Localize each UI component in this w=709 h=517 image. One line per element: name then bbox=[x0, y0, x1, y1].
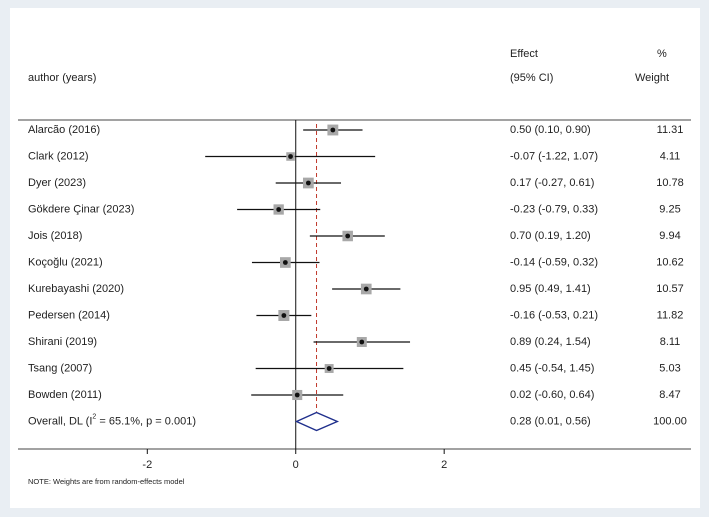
study-weight: 5.03 bbox=[659, 362, 680, 374]
study-label: Alarcão (2016) bbox=[28, 124, 100, 136]
x-tick-label: 2 bbox=[441, 459, 447, 471]
study-point bbox=[330, 127, 336, 133]
study-ci-text: 0.70 (0.19, 1.20) bbox=[510, 230, 591, 242]
study-point bbox=[281, 313, 287, 318]
study-point bbox=[294, 392, 300, 398]
study-ci-text: 0.95 (0.49, 1.41) bbox=[510, 283, 591, 295]
study-ci-text: -0.07 (-1.22, 1.07) bbox=[510, 150, 598, 162]
study-label: Shirani (2019) bbox=[28, 336, 97, 348]
study-ci-text: 0.50 (0.10, 0.90) bbox=[510, 124, 591, 136]
x-tick-label: -2 bbox=[142, 459, 152, 471]
study-ci-text: 0.45 (-0.54, 1.45) bbox=[510, 362, 594, 374]
study-label: Dyer (2023) bbox=[28, 177, 86, 189]
study-point bbox=[288, 154, 293, 159]
study-weight: 10.62 bbox=[656, 256, 684, 268]
study-ci-text: -0.23 (-0.79, 0.33) bbox=[510, 203, 598, 215]
weight-header-line2: Weight bbox=[635, 72, 670, 84]
study-label: Jois (2018) bbox=[28, 230, 82, 242]
study-weight: 10.78 bbox=[656, 177, 684, 189]
effect-header-line2: (95% CI) bbox=[510, 72, 554, 84]
x-tick-label: 0 bbox=[293, 459, 299, 471]
study-ci-text: 0.17 (-0.27, 0.61) bbox=[510, 177, 594, 189]
forest-plot-panel: Effect % author (years) (95% CI) Weight … bbox=[10, 8, 700, 508]
study-ci-text: 0.89 (0.24, 1.54) bbox=[510, 336, 591, 348]
study-ci-text: 0.02 (-0.60, 0.64) bbox=[510, 389, 594, 401]
study-point bbox=[305, 180, 311, 186]
effect-header-line1: Effect bbox=[510, 48, 538, 60]
study-point bbox=[282, 260, 288, 265]
study-ci-text: -0.16 (-0.53, 0.21) bbox=[510, 309, 598, 321]
study-point bbox=[276, 207, 282, 212]
study-label: Bowden (2011) bbox=[28, 389, 102, 401]
study-point bbox=[363, 286, 369, 292]
weight-header-line1: % bbox=[657, 48, 667, 60]
author-header: author (years) bbox=[28, 72, 97, 84]
overall-ci-text: 0.28 (0.01, 0.56) bbox=[510, 415, 591, 427]
study-label: Kurebayashi (2020) bbox=[28, 283, 124, 295]
study-point bbox=[359, 339, 365, 345]
overall-weight: 100.00 bbox=[653, 415, 687, 427]
study-weight: 9.94 bbox=[659, 230, 680, 242]
weights-note: NOTE: Weights are from random-effects mo… bbox=[28, 477, 185, 486]
study-label: Clark (2012) bbox=[28, 150, 89, 162]
forest-plot-svg: Alarcão (2016) 0.50 (0.10, 0.90) 11.31 Clar… bbox=[18, 119, 691, 471]
study-label: Pedersen (2014) bbox=[28, 309, 110, 321]
study-weight: 9.25 bbox=[659, 203, 680, 215]
study-label: Gökdere Çinar (2023) bbox=[28, 203, 134, 215]
study-weight: 8.11 bbox=[660, 336, 681, 348]
study-weight: 8.47 bbox=[659, 389, 680, 401]
study-weight: 11.82 bbox=[657, 309, 684, 321]
study-weight: 10.57 bbox=[656, 283, 684, 295]
study-label: Koçoğlu (2021) bbox=[28, 256, 103, 268]
overall-label: Overall, DL (I2 = 65.1%, p = 0.001) bbox=[28, 413, 196, 427]
study-label: Tsang (2007) bbox=[28, 362, 92, 374]
study-point bbox=[345, 233, 351, 239]
study-ci-text: -0.14 (-0.59, 0.32) bbox=[510, 256, 598, 268]
overall-diamond bbox=[294, 411, 340, 432]
study-point bbox=[326, 366, 332, 371]
study-weight: 4.11 bbox=[660, 150, 681, 162]
study-weight: 11.31 bbox=[657, 124, 684, 136]
